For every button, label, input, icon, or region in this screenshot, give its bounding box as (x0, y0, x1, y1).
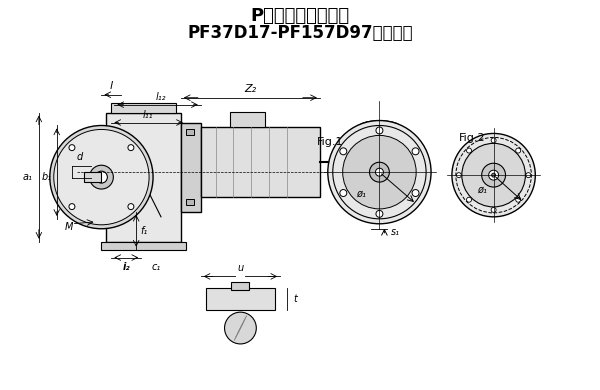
Circle shape (412, 190, 419, 197)
Circle shape (328, 121, 431, 224)
Text: l₁₁: l₁₁ (143, 110, 154, 120)
Bar (106, 113, 181, 242)
Circle shape (224, 312, 256, 344)
Circle shape (462, 144, 526, 207)
Circle shape (69, 145, 75, 151)
Bar (201, 128, 320, 197)
Text: b₁: b₁ (41, 172, 52, 182)
Ellipse shape (357, 121, 402, 136)
Text: ø₁: ø₁ (356, 189, 367, 199)
Circle shape (340, 190, 347, 197)
Text: t: t (293, 294, 297, 304)
Bar (186, 129, 194, 135)
Circle shape (457, 173, 461, 177)
Text: Z₂: Z₂ (244, 84, 256, 94)
Circle shape (491, 173, 496, 177)
Circle shape (370, 162, 389, 182)
Circle shape (467, 197, 472, 202)
Text: f₁: f₁ (140, 226, 148, 236)
Circle shape (128, 145, 134, 151)
Bar (230, 112, 265, 128)
Circle shape (412, 148, 419, 155)
Circle shape (482, 163, 506, 187)
Circle shape (516, 148, 521, 153)
Circle shape (467, 148, 472, 153)
Circle shape (69, 204, 75, 209)
Bar (232, 282, 250, 290)
Text: P系列外形安装尺寸: P系列外形安装尺寸 (250, 7, 350, 25)
Bar (112, 103, 176, 113)
Text: ø₁: ø₁ (477, 185, 487, 195)
Circle shape (526, 173, 531, 177)
Circle shape (340, 148, 347, 155)
Bar (101, 242, 186, 250)
Text: u: u (238, 263, 244, 273)
Text: Fig.2: Fig.2 (459, 133, 485, 144)
Circle shape (488, 170, 499, 180)
Circle shape (376, 168, 383, 176)
Circle shape (491, 207, 496, 213)
Bar (83, 172, 101, 182)
Text: l₁₂: l₁₂ (156, 92, 166, 102)
Circle shape (376, 127, 383, 134)
Text: PF37D17-PF157D97法兰安装: PF37D17-PF157D97法兰安装 (187, 24, 413, 42)
Circle shape (452, 133, 535, 217)
Circle shape (128, 204, 134, 209)
Bar (206, 288, 275, 310)
Circle shape (516, 197, 521, 202)
Circle shape (54, 129, 149, 225)
Text: d: d (76, 152, 83, 162)
Circle shape (491, 138, 496, 143)
Bar (186, 199, 194, 205)
Text: a₁: a₁ (23, 172, 33, 182)
Bar (181, 122, 201, 212)
Circle shape (343, 135, 416, 209)
Text: s₁: s₁ (391, 227, 400, 237)
Text: c₁: c₁ (151, 262, 160, 271)
Text: i₂: i₂ (122, 262, 130, 271)
Text: Fig.1: Fig.1 (317, 137, 343, 147)
Circle shape (50, 126, 153, 229)
Text: l: l (110, 81, 113, 91)
Circle shape (89, 165, 113, 189)
Circle shape (95, 171, 107, 183)
Text: M: M (64, 222, 73, 232)
Circle shape (376, 210, 383, 217)
